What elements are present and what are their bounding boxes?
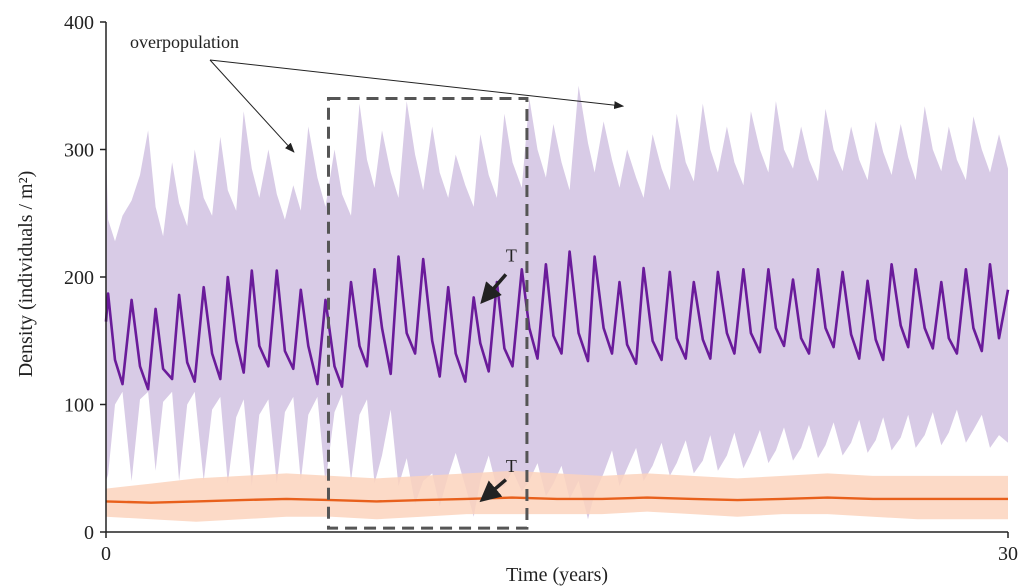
annotations-group: overpopulation T T	[130, 32, 625, 503]
purple-threshold-arrow	[480, 273, 508, 304]
y-tick-label: 200	[64, 267, 94, 289]
purple-range-band-group	[106, 85, 1008, 520]
x-tick-label: 0	[101, 543, 111, 565]
overpopulation-arrow-right	[209, 59, 625, 110]
y-tick-label: 0	[84, 522, 94, 544]
y-tick-label: 400	[64, 12, 94, 34]
highlight-box	[326, 97, 529, 530]
x-axis-label: Time (years)	[506, 564, 608, 586]
purple-range-band	[106, 85, 1008, 520]
orange-threshold-label: T	[506, 456, 517, 476]
y-tick-label: 300	[64, 140, 94, 162]
orange-threshold-arrow	[479, 478, 508, 503]
series-lines-group	[104, 250, 1010, 504]
y-axis-label: Density (individuals / m²)	[15, 171, 37, 378]
purple-threshold-label: T	[506, 246, 517, 266]
orange-range-band-group	[106, 470, 1008, 522]
orange-range-band	[106, 470, 1008, 522]
axes-group: 0 100 200 300 400 0 30	[64, 12, 1018, 565]
overpopulation-annotation: overpopulation	[130, 32, 239, 52]
highlight-box-group	[326, 97, 529, 530]
x-tick-label: 30	[998, 543, 1018, 565]
orange-series-line	[105, 496, 1008, 504]
overpopulation-arrow-left	[209, 59, 295, 153]
purple-series-line	[104, 250, 1010, 391]
y-tick-label: 100	[64, 395, 94, 417]
